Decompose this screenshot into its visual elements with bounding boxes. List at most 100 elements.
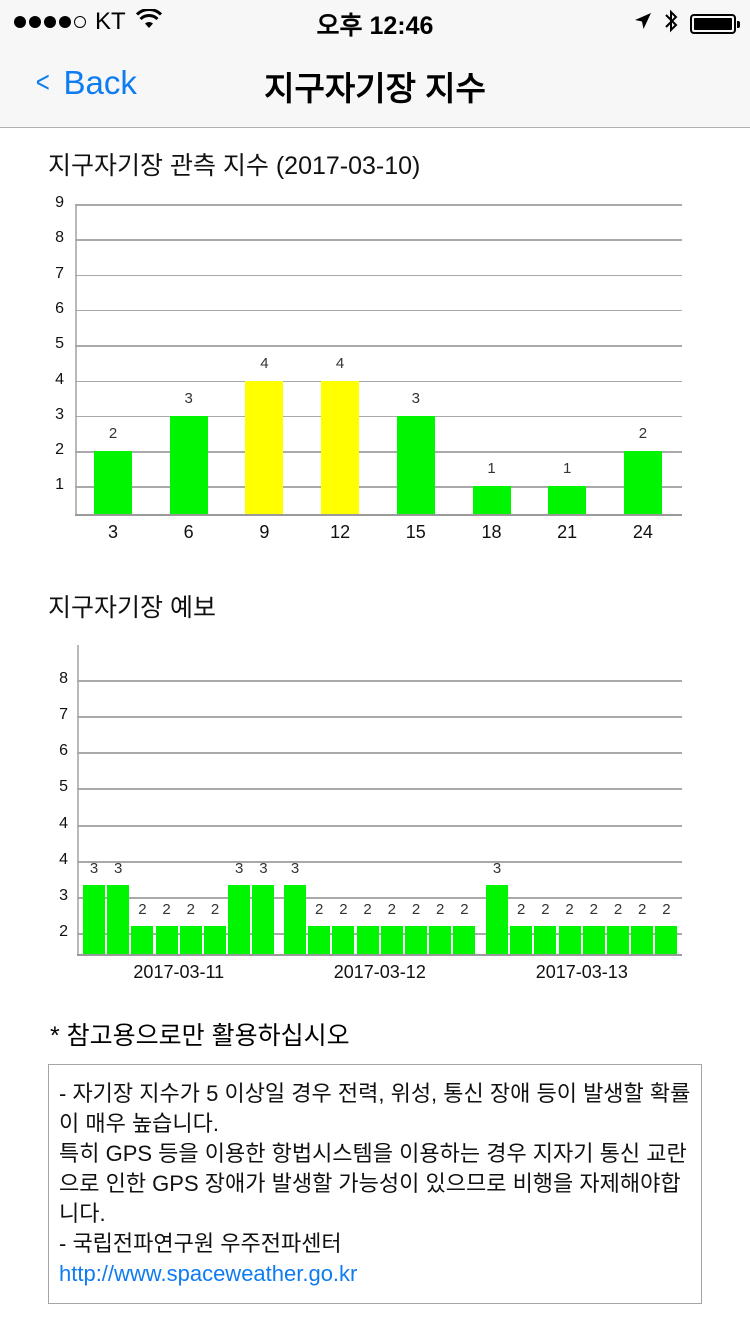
status-icons	[634, 9, 740, 38]
gridline	[75, 486, 682, 488]
gridline	[75, 451, 682, 453]
signal-dot-empty-icon	[74, 16, 86, 28]
y-tick-label: 5	[55, 335, 64, 353]
gridline	[77, 716, 682, 718]
bar-value-label: 2	[460, 901, 469, 918]
info-box: - 자기장 지수가 5 이상일 경우 전력, 위성, 통신 장애 등이 발생할 …	[48, 1064, 702, 1304]
bar-value-label: 2	[162, 901, 171, 918]
gridline	[75, 415, 682, 418]
info-gps-text: 특히 GPS 등을 이용한 항법시스템을 이용하는 경우 지자기 통신 교란으로…	[59, 1141, 687, 1226]
x-tick-label: 21	[557, 522, 578, 542]
bar	[607, 926, 629, 954]
bar-value-label: 1	[563, 460, 572, 478]
bar-value-label: 2	[517, 901, 526, 918]
bar-value-label: 3	[492, 860, 502, 877]
x-tick-label: 24	[632, 522, 653, 542]
bar-value-label: 2	[436, 901, 445, 918]
bar-value-label: 2	[662, 901, 671, 918]
bar	[284, 885, 306, 954]
signal-dot-icon	[44, 16, 56, 28]
signal-dot-icon	[29, 16, 41, 28]
bar-value-label: 1	[487, 460, 496, 478]
x-group-label: 2017-03-12	[333, 962, 426, 982]
y-tick-label: 8	[59, 670, 68, 687]
y-axis	[77, 645, 79, 954]
chevron-left-icon: <	[35, 66, 50, 99]
bar-value-label: 2	[339, 901, 348, 918]
bar-value-label: 2	[411, 901, 421, 918]
bar	[252, 885, 275, 954]
bar-value-label: 2	[210, 901, 220, 918]
y-tick-label: 1	[55, 476, 64, 494]
x-group-label: 2017-03-13	[535, 962, 628, 982]
bar	[228, 885, 251, 954]
page-title: 지구자기장 지수	[264, 70, 486, 107]
y-tick-label: 9	[55, 194, 64, 211]
carrier-label: KT	[95, 8, 126, 35]
bar	[169, 415, 208, 514]
bar-value-label: 2	[638, 425, 648, 443]
y-tick-label: 4	[59, 851, 68, 868]
gridline	[75, 309, 682, 312]
forecast-chart: 2 3 4 4 5 6 7 8 3 3 2 2 2 2 3 3 2017-03-11 3 2 2 2 2 2 2 2 2017-0…	[59, 645, 682, 982]
bar	[548, 486, 587, 514]
back-button[interactable]: < Back	[34, 64, 137, 102]
info-warning-text: - 자기장 지수가 5 이상일 경우 전력, 위성, 통신 장애 등이 발생할 …	[59, 1081, 691, 1136]
gridline	[75, 204, 682, 206]
gridline	[77, 861, 682, 863]
bar	[486, 885, 508, 954]
bar	[396, 415, 435, 514]
signal-dot-icon	[14, 16, 26, 28]
bar	[623, 451, 662, 514]
x-tick-label: 12	[330, 522, 351, 542]
x-group-label: 2017-03-11	[133, 962, 225, 982]
gridline	[77, 752, 682, 754]
bluetooth-icon	[664, 9, 678, 38]
x-tick-label: 3	[107, 522, 118, 542]
y-tick-label: 8	[55, 229, 64, 247]
bar	[179, 926, 202, 954]
gridline	[77, 680, 682, 682]
x-axis	[77, 954, 682, 956]
gridline	[77, 825, 682, 827]
gridline	[75, 274, 682, 277]
bar-value-label: 2	[387, 901, 396, 918]
bar	[534, 926, 557, 954]
bar-value-label: 2	[613, 901, 623, 918]
bar	[107, 885, 130, 954]
bar	[655, 926, 678, 954]
bar	[405, 926, 427, 954]
gridline	[77, 933, 682, 935]
x-tick-label: 6	[183, 522, 194, 542]
bar-value-label: 2	[541, 901, 550, 918]
y-tick-label: 7	[59, 706, 68, 723]
y-tick-label: 6	[55, 299, 64, 317]
gridline	[77, 897, 682, 899]
y-axis	[75, 204, 77, 514]
bar	[631, 926, 654, 954]
bar	[83, 885, 105, 954]
navigation-bar: < Back 지구자기장 지수	[0, 40, 750, 128]
bar	[453, 926, 476, 954]
observed-index-chart: 1 2 3 4 5 6 7 8 9 2 3 3 6 4 9 4 12 3 15 1 18 1 21 2 24	[0, 0, 750, 560]
bar	[94, 451, 132, 514]
bar	[321, 380, 360, 514]
y-tick-label: 2	[59, 923, 68, 940]
bar-value-label: 4	[335, 354, 345, 372]
back-label: Back	[63, 64, 137, 101]
bar-value-label: 3	[259, 860, 268, 877]
bar-value-label: 3	[114, 860, 123, 877]
y-tick-label: 3	[59, 887, 68, 904]
bar-value-label: 2	[138, 901, 147, 918]
spaceweather-link[interactable]: http://www.spaceweather.go.kr	[59, 1261, 358, 1286]
reference-note: * 참고용으로만 활용하십시오	[50, 1022, 350, 1050]
observed-chart-title: 지구자기장 관측 지수 (2017-03-10)	[48, 152, 421, 180]
info-source-text: - 국립전파연구원 우주전파센터	[59, 1231, 342, 1256]
bar-value-label: 3	[290, 860, 300, 877]
wifi-icon	[135, 8, 162, 36]
y-tick-label: 3	[55, 405, 64, 423]
y-tick-label: 4	[59, 815, 68, 832]
bar	[204, 926, 226, 954]
y-tick-label: 5	[59, 778, 68, 795]
bar-value-label: 2	[363, 901, 372, 918]
